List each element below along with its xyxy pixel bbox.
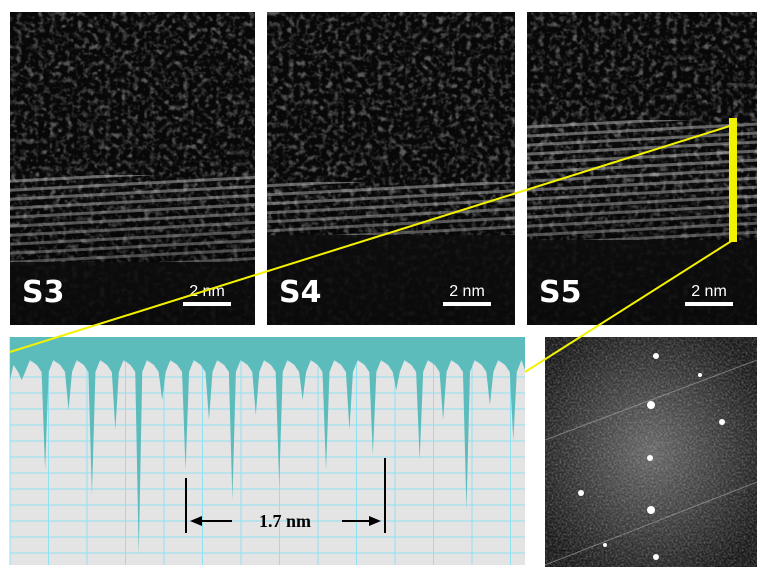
tem-image: S5 2 nm xyxy=(527,12,757,325)
sample-label: S4 xyxy=(279,275,321,310)
intensity-profile: 1.7 nm xyxy=(10,337,525,565)
spacing-annotation: 1.7 nm xyxy=(259,511,311,531)
tem-image: S4 2 nm xyxy=(267,12,515,325)
scale-label: 2 nm xyxy=(691,283,727,300)
sample-label: S5 xyxy=(539,275,581,310)
scale-label: 2 nm xyxy=(449,283,485,300)
figure: S32 nm S4 2 nm S5 2 nm 1.7 nm xyxy=(0,0,764,572)
sample-label: S3 xyxy=(22,275,64,310)
fft-image xyxy=(545,337,757,567)
